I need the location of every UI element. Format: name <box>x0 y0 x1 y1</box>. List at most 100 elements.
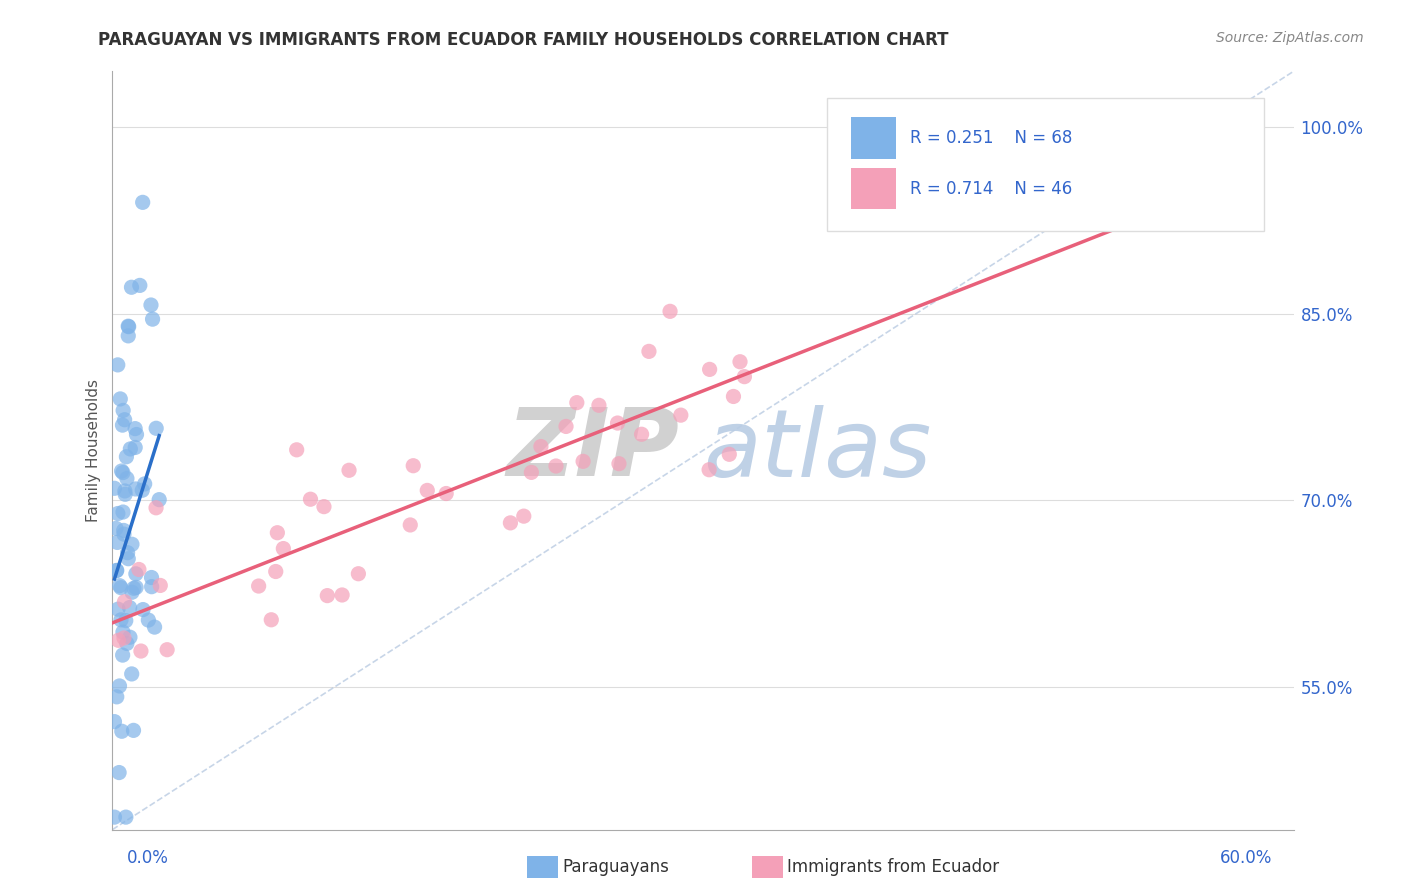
Point <box>299 492 322 507</box>
Point <box>111 418 134 433</box>
Point <box>1239 120 1261 135</box>
Point <box>103 714 125 729</box>
Point <box>134 477 156 491</box>
Point <box>118 319 141 334</box>
Point <box>316 589 339 603</box>
Point <box>728 355 751 369</box>
Point <box>125 427 148 442</box>
Point <box>606 416 628 430</box>
Point <box>572 454 595 468</box>
Point <box>330 588 353 602</box>
Point <box>108 679 131 693</box>
Point <box>399 518 422 533</box>
Point <box>530 440 553 454</box>
Point <box>402 458 425 473</box>
Point <box>138 613 160 627</box>
Point <box>555 419 578 434</box>
Point <box>114 413 136 427</box>
Point <box>148 492 170 507</box>
Point <box>266 525 288 540</box>
Point <box>118 600 141 615</box>
Point <box>124 482 146 496</box>
Point <box>124 422 146 436</box>
Point <box>416 483 439 498</box>
Y-axis label: Family Households: Family Households <box>86 379 101 522</box>
Point <box>347 566 370 581</box>
Point <box>143 620 166 634</box>
Point <box>131 195 153 210</box>
Point <box>110 581 132 595</box>
Point <box>149 578 172 592</box>
Point <box>105 563 128 577</box>
Point <box>733 369 755 384</box>
Point <box>107 507 129 521</box>
Text: R = 0.714    N = 46: R = 0.714 N = 46 <box>910 179 1071 197</box>
Point <box>118 630 141 644</box>
Point <box>115 450 138 464</box>
Point <box>630 427 652 442</box>
Point <box>156 642 179 657</box>
Point <box>718 447 741 461</box>
Point <box>260 613 283 627</box>
Point <box>107 633 129 648</box>
Point <box>114 483 136 498</box>
Point <box>121 585 143 599</box>
Text: R = 0.251    N = 68: R = 0.251 N = 68 <box>910 128 1071 146</box>
Point <box>115 810 138 824</box>
Point <box>128 278 150 293</box>
Point <box>117 329 139 343</box>
Point <box>111 625 134 640</box>
Point <box>125 581 148 595</box>
Point <box>110 392 132 406</box>
Text: 60.0%: 60.0% <box>1220 849 1272 867</box>
Point <box>141 580 163 594</box>
Point <box>638 344 661 359</box>
Point <box>544 458 567 473</box>
Point <box>110 464 132 478</box>
Point <box>115 471 138 485</box>
Point <box>337 463 360 477</box>
Point <box>111 648 134 662</box>
Point <box>124 441 146 455</box>
Point <box>434 486 457 500</box>
Text: PARAGUAYAN VS IMMIGRANTS FROM ECUADOR FAMILY HOUSEHOLDS CORRELATION CHART: PARAGUAYAN VS IMMIGRANTS FROM ECUADOR FA… <box>98 31 949 49</box>
Text: atlas: atlas <box>703 405 931 496</box>
Point <box>131 483 153 498</box>
Point <box>132 602 155 616</box>
Point <box>142 312 165 326</box>
Point <box>111 505 134 519</box>
Point <box>499 516 522 530</box>
Point <box>145 421 167 435</box>
Point <box>264 565 287 579</box>
Point <box>112 403 135 417</box>
Point <box>520 466 543 480</box>
Point <box>115 636 138 650</box>
Point <box>145 500 167 515</box>
Point <box>103 810 125 824</box>
Point <box>697 463 720 477</box>
Point <box>112 631 135 645</box>
Point <box>108 579 131 593</box>
Point <box>114 614 136 628</box>
Point <box>117 319 139 334</box>
Point <box>114 487 136 501</box>
Point <box>565 395 588 409</box>
Point <box>139 298 162 312</box>
Point <box>104 521 127 535</box>
Point <box>105 535 128 549</box>
FancyBboxPatch shape <box>827 98 1264 230</box>
Text: ZIP: ZIP <box>506 404 679 497</box>
Point <box>108 765 131 780</box>
Point <box>121 537 143 551</box>
Bar <box>851 117 896 159</box>
Point <box>117 546 139 560</box>
Point <box>607 457 630 471</box>
Point <box>129 644 152 658</box>
Text: Immigrants from Ecuador: Immigrants from Ecuador <box>787 858 1000 876</box>
Point <box>112 524 135 538</box>
Point <box>112 527 135 541</box>
Point <box>103 481 125 495</box>
Point <box>105 690 128 704</box>
Point <box>111 724 134 739</box>
Point <box>699 362 721 376</box>
